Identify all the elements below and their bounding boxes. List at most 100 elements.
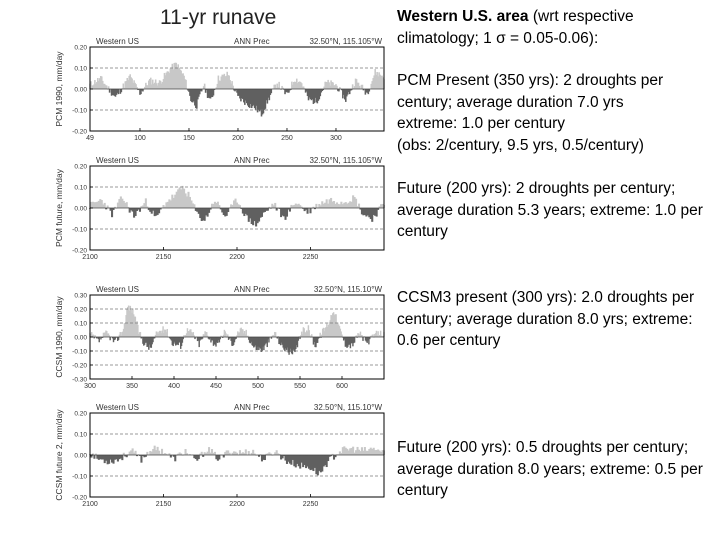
data-bar [208,89,211,99]
data-bar [254,337,257,346]
data-bar [374,333,377,337]
data-bar [152,449,155,455]
data-bar [148,78,151,89]
data-bar [225,208,228,216]
data-bar [365,450,368,455]
data-bar [270,337,273,339]
data-bar [188,331,190,337]
data-bar [120,89,123,93]
data-bar [265,208,268,211]
data-bar [194,89,196,106]
data-bar [377,208,380,210]
data-bar [125,315,127,337]
data-bar [189,329,191,337]
data-bar [206,332,208,337]
data-bar [205,208,208,216]
data-bar [336,323,338,337]
data-bar [128,75,130,89]
data-bar [144,86,146,89]
data-bar [140,455,143,463]
data-bar [111,337,114,339]
data-bar [187,191,190,208]
data-bar [240,327,242,337]
data-bar [304,89,307,93]
data-bar [206,335,209,337]
data-bar [285,208,289,217]
data-bar [321,328,324,337]
data-bar [341,89,343,91]
data-bar [159,80,162,89]
data-bar [329,320,331,337]
data-bar [112,455,115,464]
data-bar [172,455,175,457]
data-bar [315,203,318,208]
data-bar [306,89,309,97]
data-bar [91,453,94,455]
data-bar [170,337,173,341]
data-bar [120,335,122,337]
data-bar [170,68,173,89]
data-bar [277,336,279,337]
data-bar [153,208,156,217]
data-bar [366,450,369,455]
data-bar [107,86,110,89]
data-bar [244,89,246,105]
x-tick-label: 500 [252,383,264,390]
data-bar [363,447,366,455]
data-bar [166,71,169,89]
data-bar [295,337,297,350]
data-bar [234,337,237,340]
data-bar [148,80,150,89]
data-bar [353,197,356,208]
data-bar [362,337,364,341]
data-bar [177,64,179,89]
data-bar [139,89,141,95]
y-tick-label: 0.10 [74,432,87,439]
data-bar [128,208,131,213]
data-bar [144,455,147,457]
data-bar [343,202,346,208]
x-tick-label: 2200 [229,254,245,261]
data-bar [166,328,168,337]
ccsm-future-text: Future (200 yrs): 0.5 droughts per centu… [397,437,715,502]
data-bar [185,453,189,455]
data-bar [145,337,147,343]
data-bar [285,455,289,464]
data-bar [341,204,344,208]
data-bar [294,203,297,208]
data-bar [345,89,348,97]
data-bar [122,200,125,208]
data-bar [193,89,195,102]
data-bar [135,84,137,89]
data-bar [356,446,359,455]
data-bar [245,89,247,101]
data-bar [268,206,271,208]
data-bar [324,328,326,337]
data-bar [318,455,321,471]
data-bar [163,206,167,208]
data-bar [121,88,124,89]
data-bar [190,332,193,337]
data-bar [331,81,333,89]
data-bar [340,331,342,337]
data-bar [275,450,278,455]
data-bar [287,89,289,93]
data-bar [294,81,296,89]
data-bar [369,447,372,455]
data-bar [289,89,291,91]
data-bar [124,455,127,457]
data-bar [283,455,286,457]
data-bar [212,89,215,96]
data-bar [366,89,369,93]
data-bar [148,337,150,350]
data-bar [355,335,357,337]
data-bar [228,452,231,455]
data-bar [316,89,319,104]
data-bar [240,208,243,209]
data-bar [322,327,325,337]
data-bar [353,337,356,343]
data-bar [180,337,182,349]
data-bar [196,337,199,342]
data-bar [280,337,283,343]
data-bar [241,208,244,214]
